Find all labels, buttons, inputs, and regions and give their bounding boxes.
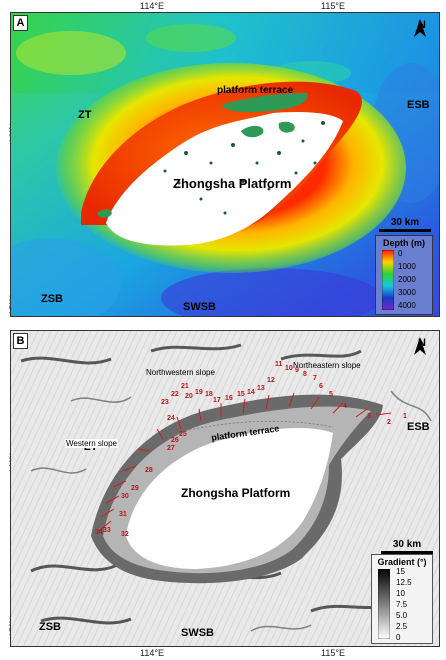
scale-bar-label-b: 30 km [392,539,422,550]
depth-color-ramp [382,250,394,310]
zhongsha-platform-label: Zhongsha Platform [173,176,292,191]
esb-label-b: ESB [407,421,430,433]
gradient-map-panel: B ZT ESB ZSB SWSB platform terrace Zhong… [10,330,440,647]
canyon-number: 12 [267,377,275,384]
canyon-number: 1 [403,413,407,420]
canyon-number: 14 [247,389,255,396]
zhongsha-platform-label-b: Zhongsha Platform [181,486,291,500]
canyon-number: 26 [171,437,179,444]
gradient-gray-ramp [378,569,390,639]
canyon-number: 32 [121,531,129,538]
panel-b-label: B [13,333,28,349]
gradient-value-0: 0 [396,633,401,642]
bathymetry-map-panel: A ZT ESB ZSB SWSB platform terrace Zhong… [10,12,440,317]
canyon-number: 17 [213,397,221,404]
gradient-value-10: 10 [396,589,405,598]
north-arrow-icon [414,337,426,355]
canyon-number: 9 [295,367,299,374]
canyon-number: 18 [205,391,213,398]
canyon-number: 33 [103,527,111,534]
canyon-number: 5 [329,391,333,398]
canyon-number: 23 [161,399,169,406]
lon-tick-115-top: 115°E [321,1,345,11]
depth-value-1000: 1000 [398,262,416,271]
gradient-value-5-0: 5.0 [396,611,408,620]
gradient-value-15: 15 [396,567,405,576]
gradient-value-7-5: 7.5 [396,600,408,609]
scale-bar-label: 30 km [390,217,420,228]
lon-tick-115-bottom: 115°E [321,648,345,658]
canyon-number: 6 [319,383,323,390]
canyon-number: 28 [145,467,153,474]
gradient-map [11,331,439,646]
gradient-legend: Gradient (°) 15 12.5 10 7.5 5.0 2.5 0 [371,554,433,644]
canyon-number: 20 [185,393,193,400]
canyon-number: 29 [131,485,139,492]
swsb-label-b: SWSB [181,627,214,639]
platform-terrace-label: platform terrace [217,85,294,96]
canyon-number: 16 [225,395,233,402]
depth-value-0: 0 [398,249,403,258]
depth-value-4000: 4000 [398,301,416,310]
scale-bar-line-b [381,551,433,554]
canyon-number: 25 [179,431,187,438]
canyon-number: 8 [303,371,307,378]
zt-label: ZT [78,109,92,121]
depth-legend: Depth (m) 0 1000 2000 3000 4000 [375,235,433,315]
north-arrow-b: N [413,337,431,355]
gradient-legend-title: Gradient (°) [377,557,427,567]
canyon-number: 27 [167,445,175,452]
canyon-number: 7 [313,375,317,382]
gradient-value-2-5: 2.5 [396,622,408,631]
canyon-number: 19 [195,389,203,396]
bathymetry-map [11,13,439,316]
swsb-label: SWSB [183,301,216,313]
zsb-label-b: ZSB [39,621,61,633]
panel-a-label: A [13,15,28,31]
canyon-number: 21 [181,383,189,390]
esb-label: ESB [407,99,430,111]
canyon-number: 13 [257,385,265,392]
canyon-number: 24 [167,415,175,422]
northwestern-slope-label: Northwestern slope [146,368,215,377]
depth-value-3000: 3000 [398,288,416,297]
depth-legend-title: Depth (m) [383,238,425,248]
scale-bar-b: 30 km [381,539,433,554]
canyon-number: 15 [237,391,245,398]
zsb-label: ZSB [41,293,63,305]
northeastern-slope-label: Northeastern slope [293,361,361,370]
scale-bar: 30 km [379,217,431,232]
western-slope-label: Western slope [65,439,118,448]
gradient-value-12-5: 12.5 [396,578,412,587]
canyon-number: 10 [285,365,293,372]
canyon-number: 34 [95,529,103,536]
canyon-number: 11 [275,361,283,368]
canyon-number: 3 [367,413,371,420]
lon-tick-114-bottom: 114°E [140,648,164,658]
depth-value-2000: 2000 [398,275,416,284]
canyon-number: 30 [121,493,129,500]
canyon-number: 31 [119,511,127,518]
canyon-number: 22 [171,391,179,398]
north-arrow: N [413,19,431,37]
lon-tick-114-top: 114°E [140,1,164,11]
canyon-number: 4 [343,403,347,410]
north-arrow-icon [414,19,426,37]
canyon-number: 2 [387,419,391,426]
scale-bar-line [379,229,431,232]
